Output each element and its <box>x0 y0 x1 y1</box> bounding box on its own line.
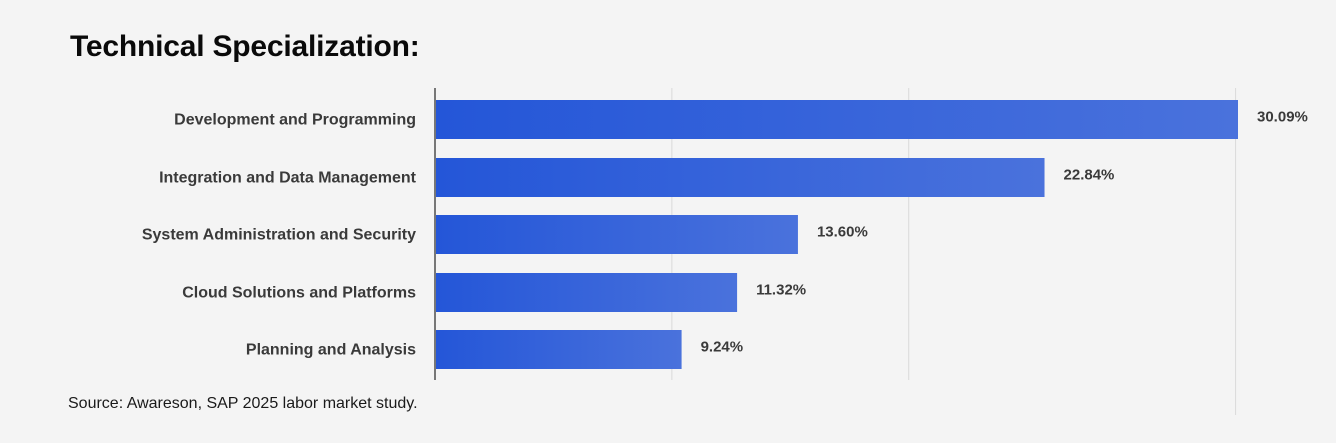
category-label: System Administration and Security <box>142 227 416 244</box>
value-label: 30.09% <box>1257 109 1308 126</box>
value-label: 22.84% <box>1064 167 1115 184</box>
bars: Development and Programming 30.09% Integra… <box>142 100 1308 369</box>
category-label: Planning and Analysis <box>246 342 416 359</box>
bar <box>435 100 1238 139</box>
value-label: 11.32% <box>756 282 806 299</box>
value-label: 13.60% <box>817 224 868 241</box>
category-label: Integration and Data Management <box>159 170 417 187</box>
category-label: Cloud Solutions and Platforms <box>182 285 416 302</box>
bar <box>435 273 738 312</box>
chart-title: Technical Specialization: <box>70 30 420 63</box>
bar <box>435 158 1045 197</box>
source-note: Source: Awareson, SAP 2025 labor market … <box>68 395 418 412</box>
value-label: 9.24% <box>701 339 744 356</box>
category-label: Development and Programming <box>174 112 416 129</box>
bar <box>435 330 682 369</box>
bar <box>435 215 798 254</box>
